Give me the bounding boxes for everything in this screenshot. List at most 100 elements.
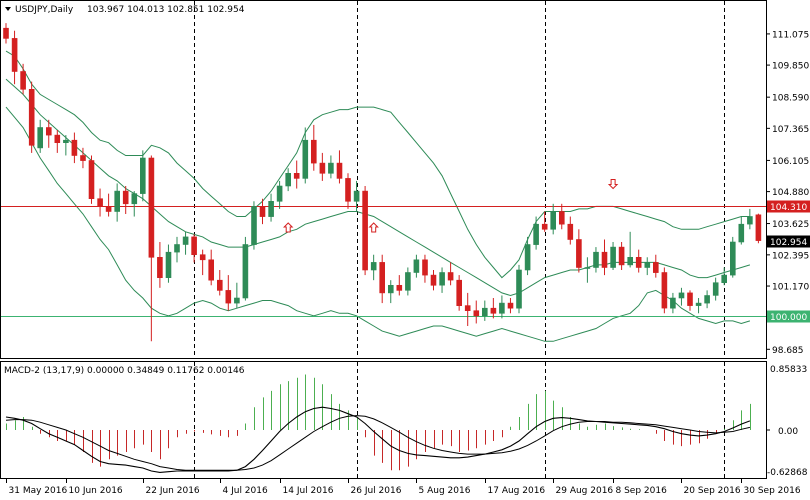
candle [276, 180, 283, 209]
candle-body [695, 302, 702, 306]
candle-body [11, 38, 18, 72]
candle-body [259, 206, 266, 217]
candle-body [80, 155, 86, 161]
candle [293, 160, 300, 189]
candle [157, 242, 163, 288]
candle-body [550, 211, 557, 230]
candle [345, 173, 351, 209]
candle [464, 292, 471, 326]
buy-signal-arrow-icon[interactable] [368, 222, 379, 233]
candle-body [661, 272, 668, 309]
candle [131, 191, 138, 217]
candle [319, 152, 326, 181]
candle [652, 254, 659, 278]
candle-body [268, 201, 274, 217]
time-tick-label: 17 Aug 2016 [488, 486, 546, 496]
macd-histogram [6, 374, 770, 471]
candle [524, 236, 531, 276]
candle [259, 198, 266, 225]
candle-body [618, 246, 625, 266]
candle [413, 254, 420, 278]
signal-arrows [282, 179, 619, 233]
candle-body [396, 284, 403, 291]
bollinger-middle-band [5, 78, 751, 297]
candle [105, 193, 112, 217]
dropdown-triangle-icon[interactable] [5, 7, 11, 11]
candle-body [644, 262, 651, 268]
candle-body [610, 246, 616, 268]
candle [704, 290, 710, 309]
candle [678, 287, 685, 306]
candle-body [678, 292, 685, 299]
price-tick-label: 107.365 [772, 125, 809, 135]
candle [721, 267, 728, 286]
candle-body [302, 139, 309, 179]
current-price-label: 102.954 [767, 235, 810, 248]
candle-body [464, 305, 471, 312]
candle-body [88, 160, 95, 200]
svg-text:100.000: 100.000 [770, 313, 807, 323]
candle-body [712, 282, 719, 296]
candle [422, 254, 428, 283]
time-tick-label: 20 Sep 2016 [684, 486, 741, 496]
time-tick-label: 10 Jun 2016 [69, 486, 123, 496]
candle [336, 150, 343, 184]
candle-body [721, 274, 728, 284]
candle-body [199, 254, 206, 261]
buy-signal-arrow-icon[interactable] [282, 222, 294, 233]
candle-body [114, 190, 120, 212]
ohlc-values: 103.967 104.013 102.851 102.954 [87, 5, 245, 15]
candle-body [738, 223, 745, 243]
symbol-title: USDJPY,Daily [15, 5, 74, 15]
candle [439, 267, 445, 293]
candle [584, 257, 591, 283]
candle [430, 270, 437, 291]
candle-body [405, 272, 411, 291]
candle [387, 280, 394, 304]
candle [405, 267, 411, 296]
candle [122, 186, 129, 214]
candle-body [490, 307, 497, 314]
candle-body [422, 259, 428, 276]
candle-body [576, 239, 582, 268]
candle-body [362, 190, 368, 271]
candle [481, 300, 488, 321]
candle-body [584, 267, 591, 269]
candle [712, 277, 719, 301]
candle-body [499, 302, 505, 314]
candle-body [370, 262, 377, 271]
candle [251, 201, 257, 250]
chart-header: USDJPY,Daily 103.967 104.013 102.851 102… [5, 5, 245, 15]
macd-axis-zero: 0.00 [778, 427, 798, 437]
sell-signal-arrow-icon[interactable] [607, 179, 619, 190]
candle [114, 183, 120, 222]
candle-body [191, 236, 197, 255]
candle-body [387, 284, 394, 294]
candle [738, 216, 745, 245]
candle-body [704, 295, 710, 304]
candle-body [97, 198, 103, 207]
candle [45, 119, 52, 148]
candle-body [293, 173, 300, 179]
candle [456, 275, 463, 311]
candle-body [37, 127, 44, 149]
candle [328, 155, 334, 179]
time-tick-label: 14 Jul 2016 [283, 486, 334, 496]
candle [550, 203, 557, 235]
candle [576, 229, 582, 273]
candle [285, 168, 292, 192]
macd-panel-frame [0, 361, 767, 479]
candle [447, 262, 454, 286]
candle [627, 231, 634, 268]
candle-body [593, 251, 599, 268]
candle-body [319, 162, 326, 174]
candle [225, 275, 232, 311]
candle-body [652, 262, 659, 273]
macd-axis: 0.85833 0.00 -0.62868 [767, 365, 808, 478]
bollinger-lower-band [5, 106, 751, 342]
candle-body [353, 190, 360, 202]
candle [97, 188, 103, 217]
resistance-price-label: 104.310 [767, 200, 810, 213]
candle [11, 30, 18, 85]
